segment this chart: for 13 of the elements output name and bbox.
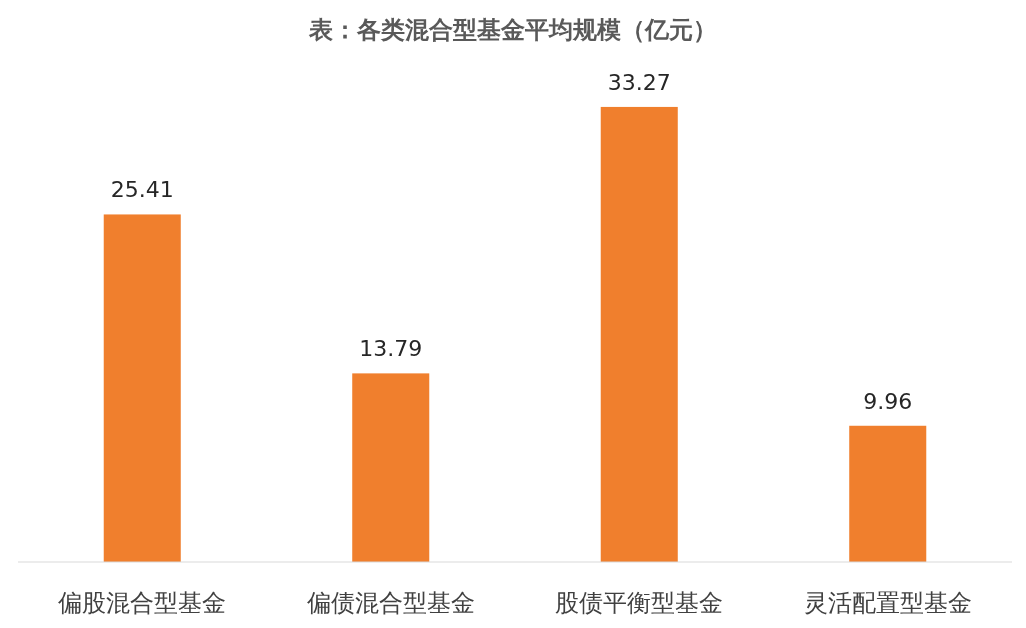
bar: [849, 425, 927, 562]
x-tick-label: 灵活配置型基金: [803, 589, 972, 617]
x-tick-label: 偏股混合型基金: [58, 589, 227, 617]
data-label: 9.96: [863, 388, 913, 414]
chart-title: 表：各类混合型基金平均规模（亿元）: [308, 16, 717, 44]
data-label: 33.27: [607, 69, 671, 95]
bar: [352, 373, 430, 562]
x-tick-label: 股债平衡型基金: [555, 589, 724, 617]
x-tick-label: 偏债混合型基金: [306, 589, 475, 617]
data-label: 25.41: [110, 177, 174, 203]
data-label: 13.79: [359, 336, 423, 362]
bar: [103, 214, 181, 562]
bar: [600, 106, 678, 562]
